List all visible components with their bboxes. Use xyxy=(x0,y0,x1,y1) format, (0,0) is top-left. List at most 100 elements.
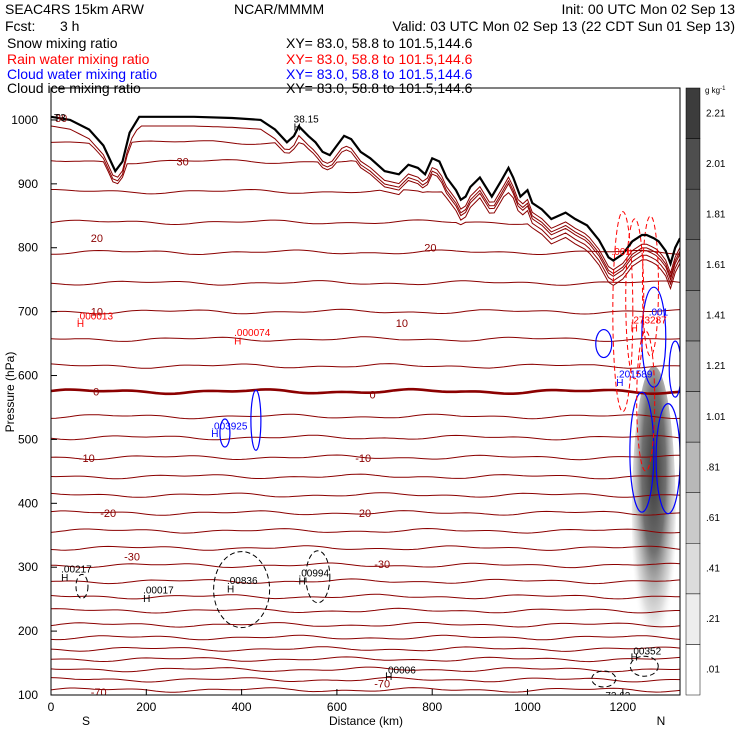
isotherm xyxy=(51,545,680,551)
colorbar-label: 1.61 xyxy=(706,260,726,271)
colorbar-label: .21 xyxy=(706,614,720,625)
extremum-label: .273287 xyxy=(631,315,668,326)
extremum-label: H xyxy=(631,324,638,335)
colorbar-label: 2.01 xyxy=(706,159,726,170)
extremum-label: .000074 xyxy=(234,328,271,339)
y-axis-label: Pressure (hPa) xyxy=(3,352,17,433)
extremum-label: .001 xyxy=(649,308,669,319)
colorbar-label: 1.21 xyxy=(706,361,726,372)
extremum-label: .00017 xyxy=(143,586,174,597)
rain-water-contour xyxy=(625,218,645,380)
isotherm xyxy=(51,308,680,315)
header: SEAC4RS 15km ARW Fcst: 3 h NCAR/MMMM Ini… xyxy=(5,1,735,96)
extremum-label: -74.15 xyxy=(276,701,305,712)
isotherm-label: 0 xyxy=(370,390,376,402)
y-tick-label: 300 xyxy=(18,560,38,574)
colorbar-label: .41 xyxy=(706,564,720,575)
y-tick-label: 500 xyxy=(18,432,38,446)
x-tick-label: 0 xyxy=(48,700,55,714)
colorbar-label: 1.81 xyxy=(706,209,726,220)
isotherm-label: -10 xyxy=(355,453,371,465)
mixing-ratio-shading xyxy=(631,366,676,667)
init-time: Init: 00 UTC Mon 02 Sep 13 xyxy=(561,1,735,17)
isotherm-label: 10 xyxy=(396,318,408,330)
colorbar-swatch xyxy=(685,340,701,392)
colorbar-label: 1.01 xyxy=(706,412,726,423)
cloud-water-contour xyxy=(641,286,667,388)
isotherm xyxy=(51,646,680,652)
cloud-water-contour xyxy=(668,340,680,398)
isotherm xyxy=(51,454,680,461)
y-tick-label: 100 xyxy=(18,688,38,702)
x-tick-label: 200 xyxy=(136,700,156,714)
colorbar-swatch xyxy=(685,239,701,291)
colorbar-label: 2.21 xyxy=(706,108,726,119)
rain-water-contour xyxy=(636,330,656,472)
colorbar: .01 .21 .41 .61 .81 1.01 1.21 1.41 1.61 1.81 2.01 2… xyxy=(685,87,726,696)
isotherm xyxy=(51,578,680,585)
colorbar-label: .01 xyxy=(706,665,720,676)
extremum-label: .001 xyxy=(612,247,632,258)
field-name-snow: Snow mixing ratio xyxy=(7,35,118,51)
x-axis-label: Distance (km) xyxy=(329,714,403,728)
isotherm-zero xyxy=(51,387,680,396)
moisture-contours xyxy=(75,211,680,688)
y-tick-label: 200 xyxy=(18,624,38,638)
terrain-profile xyxy=(51,115,680,268)
fcst-label: Fcst: xyxy=(5,18,35,34)
y-tick-label: 700 xyxy=(18,305,38,319)
y-tick-label: 600 xyxy=(18,369,38,383)
cloud-water-contour xyxy=(595,328,613,359)
extremum-label: T3 xyxy=(54,113,66,124)
extremum-label: .201589 xyxy=(616,370,653,381)
field-name-cloudwater: Cloud water mixing ratio xyxy=(7,66,157,82)
extremum-label: H xyxy=(234,336,241,347)
x-tick-label: 600 xyxy=(327,700,347,714)
isotherm xyxy=(51,622,680,628)
axes: 0 200 400 600 800 1000 12001002003004005006007… xyxy=(11,113,636,714)
cloud-water-contour xyxy=(250,389,262,451)
snow-contour xyxy=(75,573,89,599)
colorbar-swatch xyxy=(685,644,701,696)
isotherm xyxy=(51,125,680,275)
colorbar-swatch xyxy=(685,391,701,443)
colorbar-label: .81 xyxy=(706,462,720,473)
snow-contour xyxy=(629,655,659,677)
isotherm xyxy=(51,363,680,369)
contour-labels: -70 -70 -30 -30 -20 -20 -10 -10 0 0 10 10 20 20 30 30 xyxy=(55,113,437,695)
y-tick-label: 1000 xyxy=(11,113,38,127)
colorbar-swatch xyxy=(685,593,701,645)
colorbar-swatch xyxy=(685,188,701,241)
colorbar-swatch xyxy=(685,492,701,544)
x-tick-label: 400 xyxy=(232,700,252,714)
isotherm xyxy=(51,249,680,256)
y-tick-label: 900 xyxy=(18,177,38,191)
extremum-label: .00836 xyxy=(227,576,258,587)
colorbar-swatch xyxy=(685,138,701,190)
x-end-label-south: S xyxy=(82,714,90,728)
field-xy-cloudwater: XY= 83.0, 58.8 to 101.5,144.6 xyxy=(286,66,473,82)
isotherm xyxy=(51,492,680,498)
plot-area: -70 -70 -30 -30 -20 -20 -10 -10 0 0 10 10 20 20 30 30 -… xyxy=(51,113,680,712)
isotherm-label: 20 xyxy=(424,243,436,255)
fcst-value: 3 h xyxy=(60,18,79,34)
extremum-label: H xyxy=(61,573,68,584)
x-tick-label: 800 xyxy=(422,700,442,714)
isotherm-label: -70 xyxy=(374,678,390,690)
isotherm xyxy=(51,562,680,569)
y-tick-label: 800 xyxy=(18,241,38,255)
isotherm xyxy=(51,593,680,600)
colorbar-unit: g kg-1 xyxy=(705,86,726,95)
extremum-label: H xyxy=(211,429,218,440)
isotherm-label: -30 xyxy=(374,559,390,571)
colorbar-label: .61 xyxy=(706,513,720,524)
isotherm-label: 10 xyxy=(91,307,103,319)
isotherm xyxy=(51,336,680,342)
field-xy-rain: XY= 83.0, 58.8 to 101.5,144.6 xyxy=(286,51,473,67)
isotherm-label: 30 xyxy=(177,156,189,168)
isotherm xyxy=(51,219,680,291)
extremum-label: .00217 xyxy=(61,564,92,575)
isotherm xyxy=(51,280,680,286)
rain-water-contour xyxy=(641,215,659,357)
